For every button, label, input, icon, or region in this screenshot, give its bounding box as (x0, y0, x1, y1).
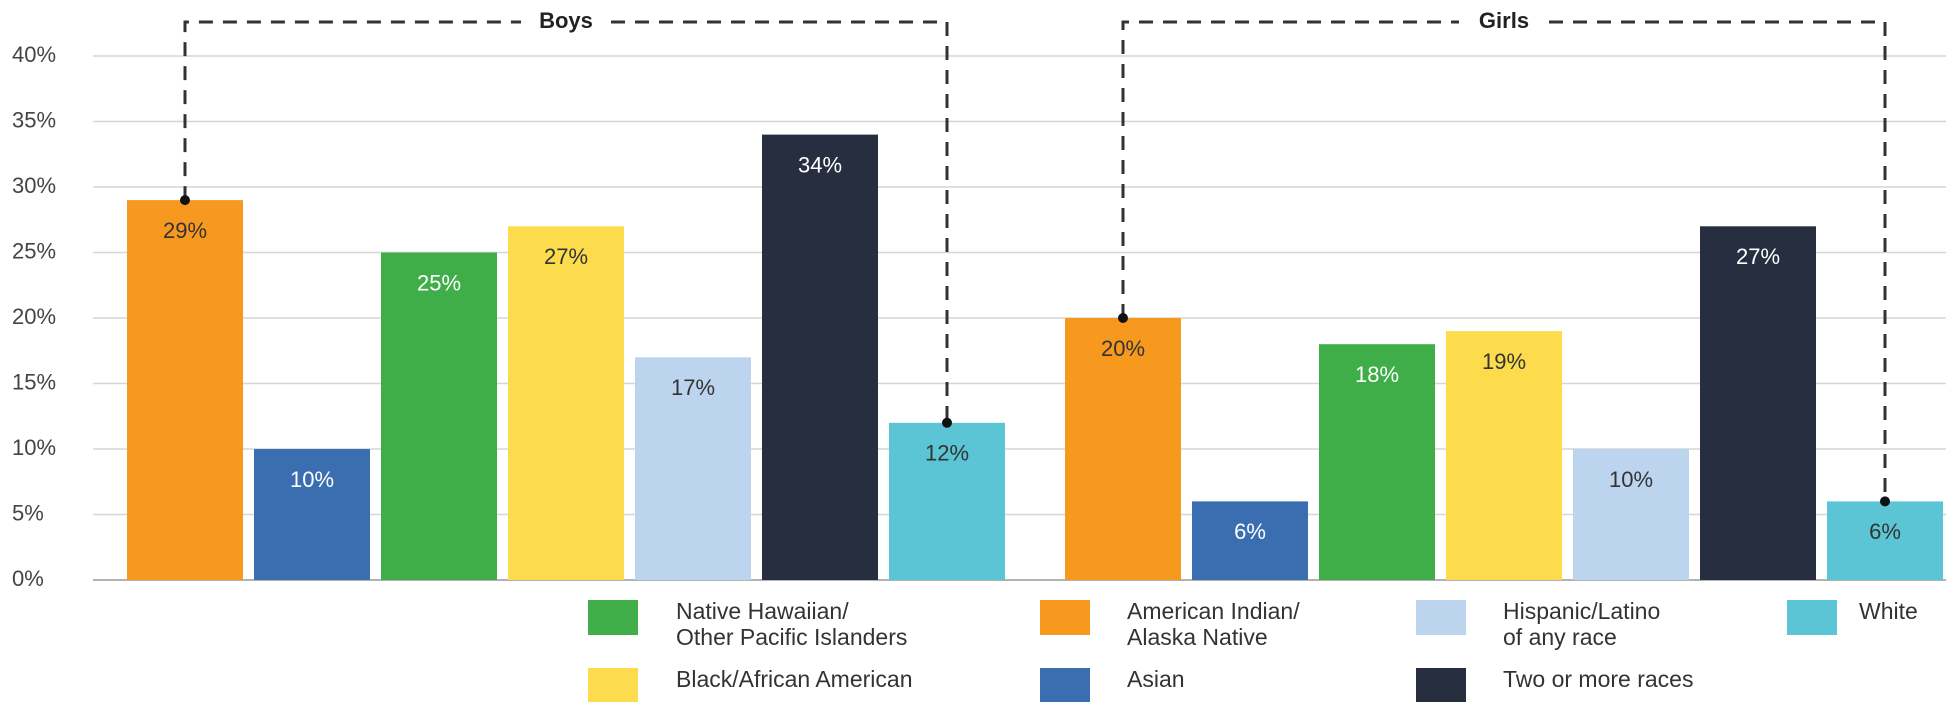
legend-swatch (1416, 600, 1466, 635)
y-tick-label: 5% (12, 500, 44, 525)
value-label: 19% (1482, 349, 1526, 374)
legend-label: American Indian/ Alaska Native (1127, 598, 1300, 650)
bracket (183, 20, 949, 423)
y-tick-label: 35% (12, 107, 56, 132)
value-label: 27% (544, 244, 588, 269)
bar (1827, 501, 1943, 580)
y-tick-label: 0% (12, 566, 44, 591)
value-label: 6% (1234, 519, 1266, 544)
y-tick-label: 20% (12, 304, 56, 329)
y-tick-label: 10% (12, 435, 56, 460)
bar (381, 252, 497, 580)
y-tick-label: 30% (12, 173, 56, 198)
bracket-dot (942, 417, 952, 428)
bar (1446, 331, 1562, 580)
value-label: 29% (163, 218, 207, 243)
value-label: 18% (1355, 362, 1399, 387)
legend-label: White (1859, 598, 1918, 624)
y-tick-label: 15% (12, 369, 56, 394)
bar (1573, 449, 1689, 580)
legend-swatch (1040, 668, 1090, 702)
value-label: 25% (417, 270, 461, 295)
group-label: Boys (539, 8, 593, 33)
value-label: 17% (671, 375, 715, 400)
bracket-dot (1880, 496, 1890, 507)
bar (1319, 344, 1435, 580)
bar (1192, 501, 1308, 580)
legend-swatch (1416, 668, 1466, 702)
y-tick-label: 40% (12, 42, 56, 67)
bracket (1121, 20, 1887, 502)
bar (762, 134, 878, 580)
legend-label: Two or more races (1503, 666, 1694, 692)
bar (1700, 226, 1816, 581)
value-label: 10% (290, 467, 334, 492)
legend-label: Asian (1127, 666, 1185, 692)
value-label: 10% (1609, 467, 1653, 492)
bar (254, 449, 370, 580)
bar (508, 226, 624, 581)
value-label: 34% (798, 152, 842, 177)
bar (1065, 318, 1181, 580)
value-label: 27% (1736, 244, 1780, 269)
legend-swatch (588, 600, 638, 635)
value-label: 12% (925, 441, 969, 466)
bracket-dot (1118, 313, 1128, 323)
group-label: Girls (1479, 8, 1529, 33)
value-label: 20% (1101, 336, 1145, 361)
legend-label: Hispanic/Latino of any race (1503, 598, 1661, 650)
bar (635, 357, 751, 580)
legend-swatch (1040, 600, 1090, 635)
bracket-dot (180, 195, 190, 206)
bar (889, 422, 1005, 580)
legend-swatch (588, 668, 638, 702)
legend-label: Native Hawaiian/ Other Pacific Islanders (676, 598, 908, 650)
legend-swatch (1787, 600, 1837, 635)
y-tick-label: 25% (12, 238, 56, 263)
legend-label: Black/African American (676, 666, 913, 692)
value-label: 6% (1869, 519, 1901, 544)
bar (127, 200, 243, 580)
